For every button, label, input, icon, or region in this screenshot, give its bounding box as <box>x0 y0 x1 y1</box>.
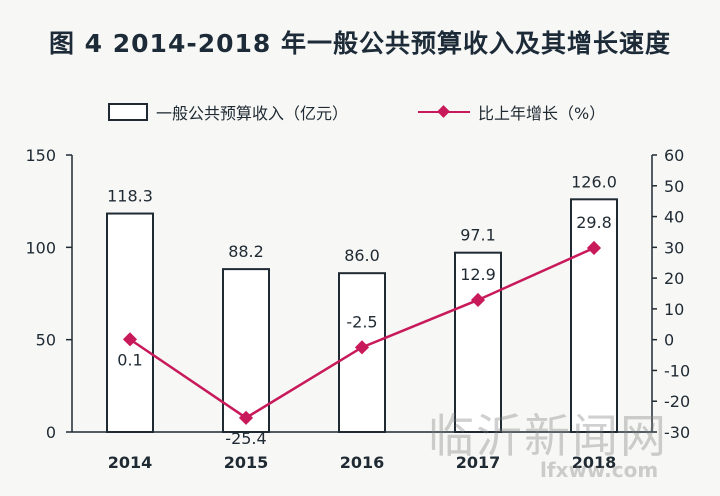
legend-line-label: 比上年增长（%） <box>478 104 606 123</box>
y-right-tick-label: 10 <box>664 300 684 319</box>
bar <box>570 198 618 433</box>
x-tick-label: 2014 <box>108 453 153 472</box>
legend-bar-label: 一般公共预算收入（亿元） <box>156 104 349 123</box>
line-value-label: -2.5 <box>346 312 377 331</box>
growth-point <box>122 332 138 347</box>
legend-bar-swatch <box>108 103 148 121</box>
chart-title: 图 4 2014-2018 年一般公共预算收入及其增长速度 <box>48 29 672 58</box>
growth-point <box>470 292 486 308</box>
legend-line-swatch <box>418 105 471 119</box>
x-tick-label: 2018 <box>572 453 617 472</box>
y-right-tick-label: 20 <box>664 269 684 288</box>
y-left-tick-label: 150 <box>25 146 56 165</box>
bar-value-label: 126.0 <box>571 172 617 191</box>
x-tick-label: 2016 <box>340 453 385 472</box>
line-value-label: 0.1 <box>117 350 142 369</box>
legend: 一般公共预算收入（亿元） 比上年增长（%） <box>108 100 605 124</box>
growth-point <box>354 340 370 355</box>
growth-point <box>586 240 602 256</box>
bar-value-label: 88.2 <box>228 242 264 261</box>
y-right-tick-label: 30 <box>664 238 684 257</box>
x-tick-label: 2017 <box>456 453 501 472</box>
y-right-tick-label: 60 <box>664 146 684 165</box>
bar-value-label: 118.3 <box>107 187 153 206</box>
bar-value-label: 97.1 <box>460 226 496 245</box>
x-tick-label: 2015 <box>224 453 269 472</box>
y-right-tick-label: -30 <box>664 423 690 442</box>
y-left-tick-label: 0 <box>46 423 56 442</box>
growth-point <box>238 410 254 425</box>
line-value-label: 29.8 <box>576 213 612 232</box>
y-left-tick-label: 50 <box>36 331 56 350</box>
bar-value-label: 86.0 <box>344 246 380 265</box>
bar <box>222 268 270 433</box>
bar <box>106 212 154 433</box>
y-right-tick-label: 50 <box>664 177 684 196</box>
y-right-tick-label: 0 <box>664 331 674 350</box>
y-left-tick-label: 100 <box>25 238 56 257</box>
y-right-tick-label: -10 <box>664 361 690 380</box>
line-value-label: -25.4 <box>225 429 266 448</box>
y-right-tick-label: 40 <box>664 208 684 227</box>
bar <box>454 251 502 433</box>
y-right-tick-label: -20 <box>664 392 690 411</box>
line-value-label: 12.9 <box>460 265 496 284</box>
